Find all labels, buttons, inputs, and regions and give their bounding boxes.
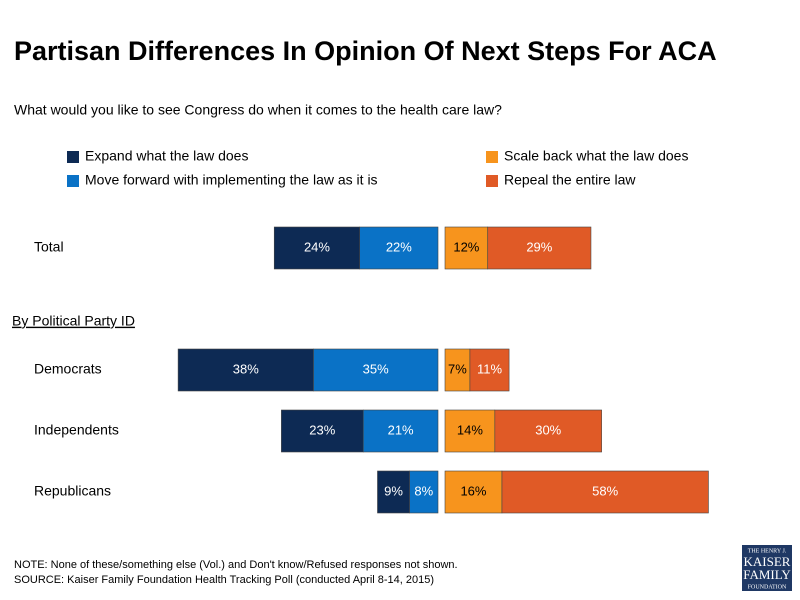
value-label: 21% <box>388 422 414 437</box>
bar-segment <box>273 226 360 270</box>
logo-text: FAMILY <box>743 567 791 582</box>
bar-segment <box>281 409 364 453</box>
note: NOTE: None of these/something else (Vol.… <box>14 559 458 571</box>
value-label: 35% <box>363 361 389 376</box>
logo-text: KAISER <box>744 554 791 569</box>
bar-segment <box>469 348 510 392</box>
value-label: 11% <box>477 361 502 376</box>
group-heading: By Political Party ID <box>12 313 135 329</box>
value-label: 24% <box>304 239 330 254</box>
logo-box <box>742 545 792 591</box>
bar-segment <box>359 226 439 270</box>
value-label: 29% <box>526 239 552 254</box>
legend-label: Expand what the law does <box>85 148 248 164</box>
legend-label: Repeal the entire law <box>504 172 636 188</box>
bar-segment <box>494 409 602 453</box>
bar-segment <box>444 348 471 392</box>
value-label: 7% <box>448 361 467 376</box>
legend-swatch <box>486 175 498 187</box>
bar-segment <box>177 348 314 392</box>
category-label: Independents <box>34 422 119 438</box>
logo-text: FOUNDATION <box>748 584 787 590</box>
value-label: 22% <box>386 239 412 254</box>
value-label: 30% <box>535 422 561 437</box>
category-label: Democrats <box>34 361 102 377</box>
bar-segment <box>444 470 503 514</box>
bar-segment <box>501 470 709 514</box>
legend-swatch <box>486 151 498 163</box>
category-label: Total <box>34 239 64 255</box>
value-label: 38% <box>233 361 259 376</box>
bar-segment <box>444 226 489 270</box>
chart-subtitle: What would you like to see Congress do w… <box>14 102 502 118</box>
value-label: 8% <box>414 483 433 498</box>
bar-segment <box>362 409 439 453</box>
value-label: 23% <box>309 422 335 437</box>
logo-text: THE HENRY J. <box>748 548 787 554</box>
bar-segment <box>313 348 439 392</box>
chart-title: Partisan Differences In Opinion Of Next … <box>14 36 717 66</box>
category-label: Republicans <box>34 483 111 499</box>
legend-label: Move forward with implementing the law a… <box>85 172 378 188</box>
legend-swatch <box>67 175 79 187</box>
legend-label: Scale back what the law does <box>504 148 688 164</box>
bar-segment <box>444 409 496 453</box>
source: SOURCE: Kaiser Family Foundation Health … <box>14 574 434 586</box>
value-label: 14% <box>457 422 483 437</box>
value-label: 58% <box>592 483 618 498</box>
value-label: 16% <box>460 483 486 498</box>
legend-swatch <box>67 151 79 163</box>
bar-segment <box>377 470 410 514</box>
bar-segment <box>487 226 592 270</box>
value-label: 12% <box>453 239 479 254</box>
value-label: 9% <box>384 483 403 498</box>
